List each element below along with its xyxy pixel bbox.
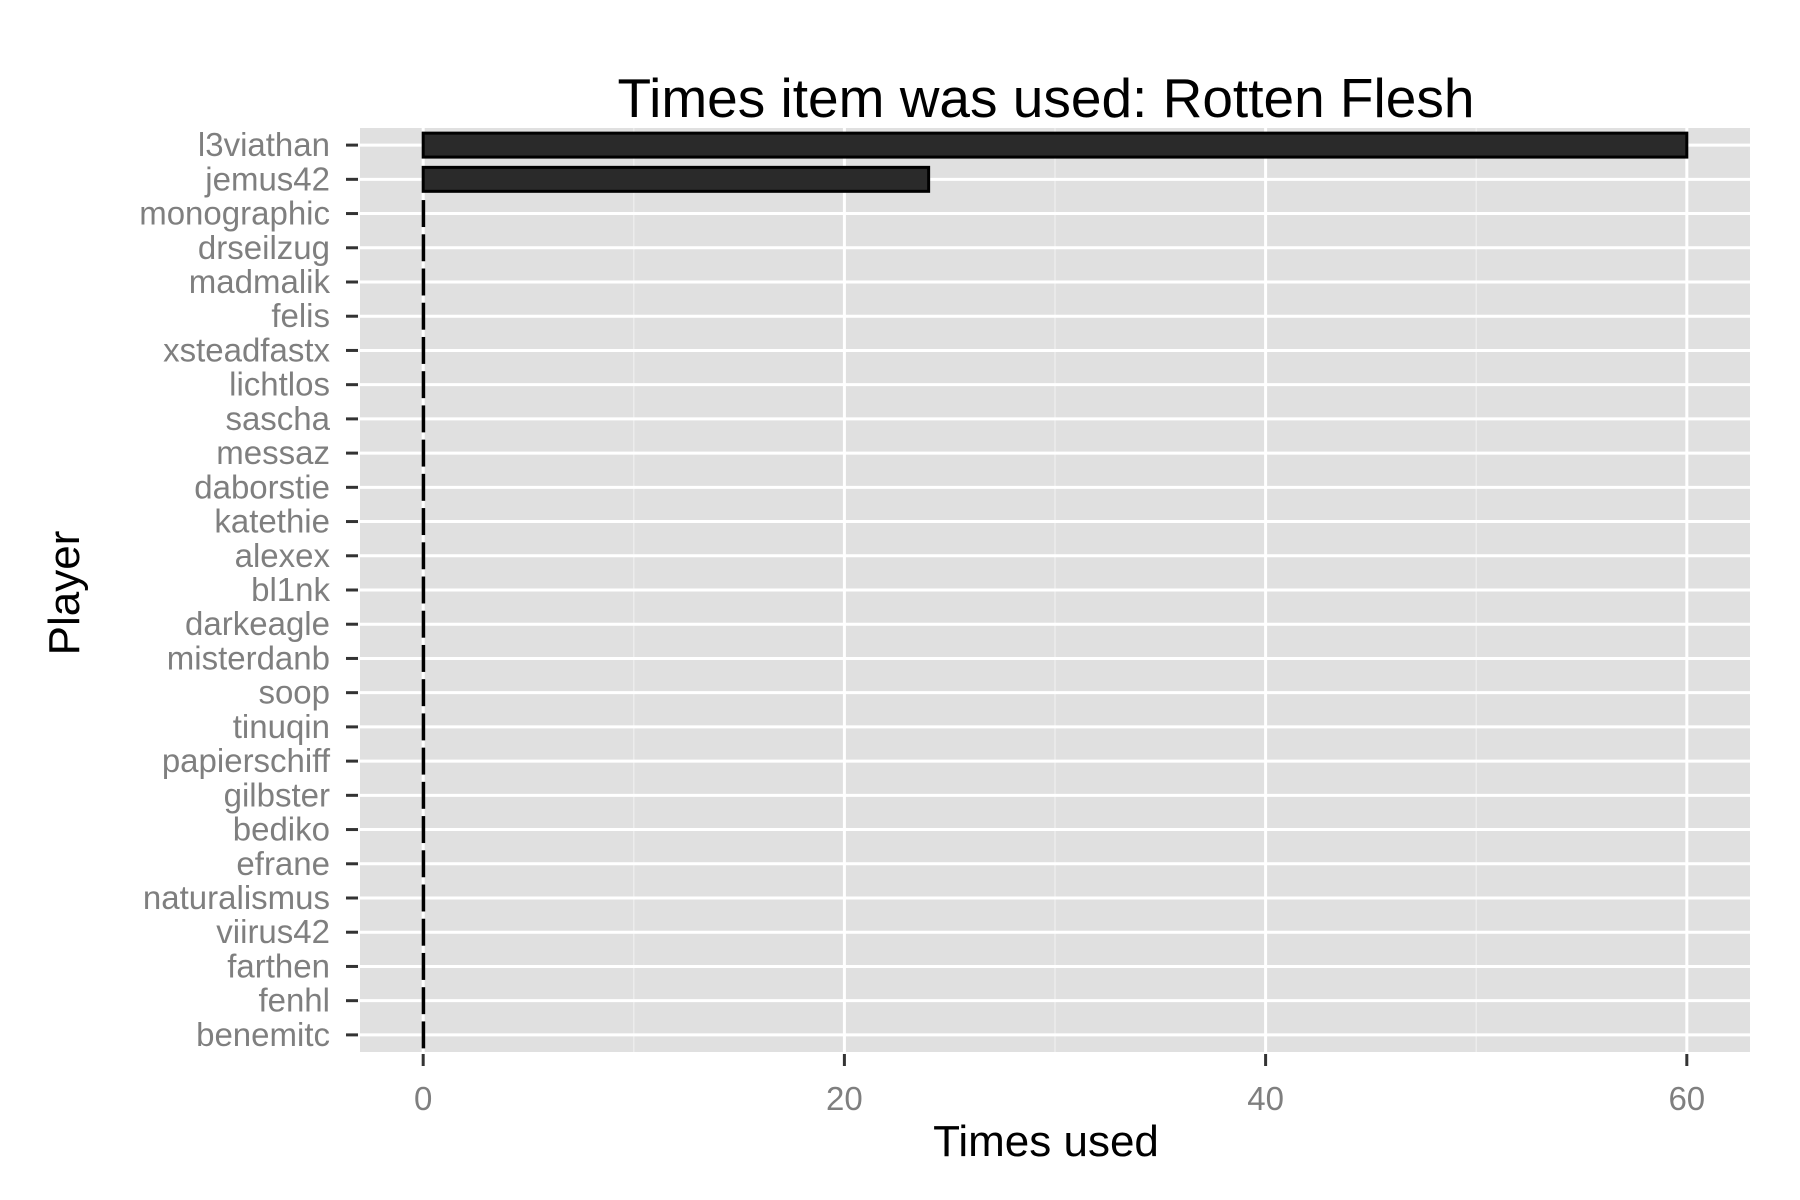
bar-bediko: [421, 816, 426, 844]
chart-title: Times item was used: Rotten Flesh: [618, 67, 1475, 129]
y-tick-label: naturalismus: [143, 879, 330, 916]
bar-efrane: [421, 850, 426, 878]
y-tick-label: farthen: [227, 947, 330, 984]
bar-madmalik: [421, 268, 426, 296]
bar-tinuqin: [421, 713, 426, 741]
bar-misterdanb: [421, 644, 426, 672]
y-tick-label: alexex: [235, 537, 331, 574]
y-tick-label: bl1nk: [251, 571, 330, 608]
y-tick-label: gilbster: [224, 776, 330, 813]
bar-sascha: [421, 405, 426, 433]
bar-viirus42: [421, 918, 426, 946]
y-tick-label: messaz: [216, 434, 330, 471]
bar-xsteadfastx: [421, 336, 426, 364]
bar-soop: [421, 679, 426, 707]
y-tick-label: xsteadfastx: [163, 331, 330, 368]
y-tick-label: lichtlos: [229, 366, 330, 403]
y-tick-label: monographic: [139, 195, 330, 232]
y-tick-label: katethie: [214, 503, 330, 540]
y-tick-label: papierschiff: [162, 742, 331, 779]
bar-daborstie: [421, 473, 426, 501]
y-tick-label: soop: [258, 674, 330, 711]
bars: [421, 131, 1689, 1049]
bar-darkeagle: [421, 610, 426, 638]
y-tick-label: viirus42: [216, 913, 330, 950]
bar-naturalismus: [421, 884, 426, 912]
x-tick-label: 40: [1247, 1080, 1284, 1117]
bar-l3viathan: [421, 131, 1689, 159]
y-tick-label: benemitc: [196, 1016, 330, 1053]
y-tick-label: sascha: [225, 400, 330, 437]
y-tick-label: daborstie: [194, 468, 330, 505]
bar-monographic: [421, 200, 426, 228]
bar-felis: [421, 302, 426, 330]
bar-papierschiff: [421, 747, 426, 775]
y-tick-label: felis: [271, 297, 330, 334]
y-tick-label: drseilzug: [198, 229, 330, 266]
y-tick-label: bediko: [233, 811, 330, 848]
x-tick-label: 60: [1668, 1080, 1705, 1117]
y-tick-label: misterdanb: [167, 639, 330, 676]
bar-katethie: [421, 508, 426, 536]
y-tick-label: tinuqin: [233, 708, 330, 745]
bar-alexex: [421, 542, 426, 570]
x-tick-label: 0: [414, 1080, 432, 1117]
y-tick-label: l3viathan: [198, 126, 330, 163]
bar-farthen: [421, 952, 426, 980]
bar-fenhl: [421, 987, 426, 1015]
x-axis: 0 20 40 60: [414, 1054, 1705, 1117]
y-tick-label: jemus42: [204, 160, 330, 197]
y-axis-title: Player: [40, 531, 89, 656]
bar-drseilzug: [421, 234, 426, 262]
y-tick-label: fenhl: [258, 982, 330, 1019]
bar-lichtlos: [421, 371, 426, 399]
bar-benemitc: [421, 1021, 426, 1049]
bar-jemus42: [421, 165, 931, 193]
y-tick-label: darkeagle: [185, 605, 330, 642]
x-tick-label: 20: [826, 1080, 863, 1117]
y-axis: l3viathanjemus42monographicdrseilzugmadm…: [139, 126, 358, 1053]
bar-messaz: [421, 439, 426, 467]
y-tick-label: efrane: [236, 845, 330, 882]
bar-gilbster: [421, 781, 426, 809]
y-tick-label: madmalik: [189, 263, 331, 300]
bar-bl1nk: [421, 576, 426, 604]
x-axis-title: Times used: [933, 1117, 1159, 1166]
